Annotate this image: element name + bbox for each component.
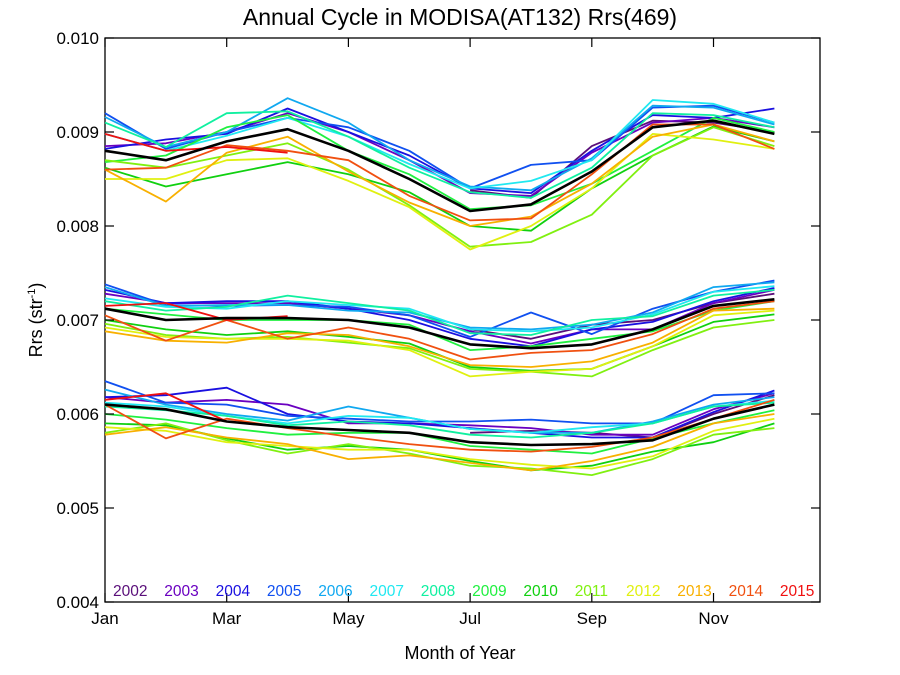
- series-line-2015-group-3: [104, 392, 228, 423]
- axis-layer: 0.004 0.005 0.006 0.007 0.008 0.009 0.010 Jan Ma…: [56, 29, 820, 628]
- series-line-2006-group-1: [104, 97, 775, 192]
- legend-item-2007: 2007: [370, 583, 404, 600]
- y-tick-label: 0.008: [56, 217, 99, 236]
- series-line-2009-group-1: [104, 114, 775, 211]
- x-tick-label: May: [332, 609, 365, 628]
- x-tick-label: Jan: [91, 609, 118, 628]
- series-line-2004-group-2: [104, 287, 775, 348]
- series-line-2008-group-3: [104, 401, 775, 439]
- legend-item-2014: 2014: [729, 583, 764, 600]
- x-axis-label: Month of Year: [404, 643, 515, 663]
- y-tick-label: 0.006: [56, 405, 99, 424]
- series-line-2013-group-1: [104, 123, 775, 227]
- mean-line-group-3: [104, 403, 775, 447]
- y-tick-label: 0.009: [56, 123, 99, 142]
- legend-item-2002: 2002: [113, 583, 147, 600]
- legend-item-2008: 2008: [421, 583, 455, 600]
- legend-item-2013: 2013: [677, 583, 711, 600]
- legend-item-2003: 2003: [164, 583, 198, 600]
- y-axis-label-sup: -1: [26, 289, 38, 299]
- series-layer: [104, 97, 775, 477]
- series-line-2007-group-1: [104, 99, 775, 190]
- legend: 2002 2003 2004 2005 2006 2007 2008 2009 2010 2011…: [113, 583, 814, 600]
- series-line-2003-group-3: [104, 392, 775, 436]
- series-line-2014-group-1: [104, 123, 775, 222]
- y-tick-label: 0.007: [56, 311, 99, 330]
- legend-item-2012: 2012: [626, 583, 660, 600]
- mean-line-group-2: [104, 298, 775, 350]
- legend-item-2010: 2010: [523, 583, 558, 600]
- x-tick-label: Sep: [577, 609, 607, 628]
- series-line-2014-group-3: [104, 399, 775, 453]
- x-tick-label: Nov: [698, 609, 729, 628]
- mean-line-group-1: [104, 119, 775, 213]
- y-axis-label-end: ): [26, 283, 46, 289]
- series-line-2012-group-3: [104, 417, 775, 470]
- legend-item-2006: 2006: [318, 583, 352, 600]
- y-axis-label: Rrs (str-1): [26, 283, 46, 358]
- series-line-2013-group-3: [104, 413, 775, 472]
- series-line-2008-group-1: [104, 110, 775, 199]
- series-line-2008-group-2: [104, 289, 775, 336]
- series-line-2007-group-2: [104, 285, 775, 333]
- legend-item-2015: 2015: [780, 583, 814, 600]
- series-line-2013-group-2: [104, 307, 775, 368]
- y-axis-label-main: Rrs (str: [26, 298, 46, 357]
- x-tick-label: Mar: [212, 609, 242, 628]
- legend-item-2009: 2009: [472, 583, 506, 600]
- legend-item-2004: 2004: [216, 583, 251, 600]
- series-line-2015-group-1: [104, 133, 288, 154]
- y-tick-label: 0.004: [56, 593, 99, 612]
- x-tick-label: Jul: [459, 609, 481, 628]
- chart-title: Annual Cycle in MODISA(AT132) Rrs(469): [243, 4, 677, 30]
- series-line-2014-group-2: [104, 300, 775, 361]
- y-tick-label: 0.010: [56, 29, 99, 48]
- legend-item-2011: 2011: [575, 583, 608, 600]
- series-line-2004-group-3: [104, 386, 775, 439]
- series-line-2012-group-2: [104, 309, 775, 378]
- legend-item-2005: 2005: [267, 583, 301, 600]
- y-tick-label: 0.005: [56, 499, 99, 518]
- series-line-2011-group-1: [104, 126, 775, 248]
